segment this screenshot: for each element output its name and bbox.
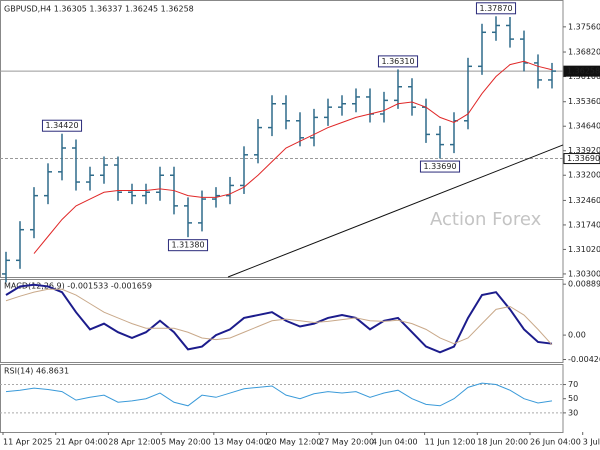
annotation-box <box>419 160 461 173</box>
y-tick-label: 1.31020 <box>568 245 600 254</box>
y-tick-label: 70 <box>568 380 578 389</box>
annotation-box <box>41 119 83 132</box>
annotation-box <box>377 55 419 68</box>
trendline <box>227 144 564 278</box>
price-tag-label: 1.36258 <box>567 67 600 76</box>
macd-panel <box>0 279 564 363</box>
x-tick-label: 18 Jun 20:00 <box>477 438 528 447</box>
y-tick-label: 1.36820 <box>568 48 600 57</box>
annotation-label: 1.34420 <box>45 121 78 130</box>
y-tick-label: 0.00 <box>568 331 586 340</box>
x-tick-label: 4 Jun 04:00 <box>372 438 418 447</box>
x-tick-label: 13 May 04:00 <box>214 438 269 447</box>
panel-title: RSI(14) 46.8631 <box>4 367 69 376</box>
x-tick-label: 21 Apr 04:00 <box>56 438 108 447</box>
y-tick-label: 1.35360 <box>568 97 600 106</box>
x-tick-label: 26 Jun 04:00 <box>530 438 581 447</box>
panel-title: GBPUSD,H4 1.36305 1.36337 1.36245 1.3625… <box>4 5 194 14</box>
moving-average <box>33 60 553 254</box>
panel-title: MACD(12,26,9) -0.001533 -0.001659 <box>4 282 152 291</box>
y-tick-label: 1.33920 <box>568 146 600 155</box>
x-tick-label: 27 May 20:00 <box>319 438 374 447</box>
price-panel <box>0 0 564 278</box>
x-tick-label: 5 May 20:00 <box>161 438 211 447</box>
y-tick-label: 1.37560 <box>568 22 600 31</box>
x-tick-label: 11 Apr 2025 <box>3 438 52 447</box>
annotation-label: 1.37870 <box>479 4 512 13</box>
annotation-box <box>475 2 517 15</box>
y-tick-label: 50 <box>568 394 578 403</box>
y-tick-label: 1.32460 <box>568 196 600 205</box>
y-tick-label: 0.008894 <box>568 280 600 289</box>
y-tick-label: 30 <box>568 408 578 417</box>
y-tick-label: 1.34640 <box>568 122 600 131</box>
indicator-line <box>5 288 553 346</box>
y-tick-label: 1.31740 <box>568 220 600 229</box>
annotation-box <box>167 239 209 252</box>
watermark: Action Forex <box>430 209 542 230</box>
indicator-line <box>5 382 553 407</box>
indicator-line <box>5 283 553 354</box>
annotation-label: 1.33690 <box>423 162 456 171</box>
price-tag-label: 1.33690 <box>567 154 600 163</box>
annotation-label: 1.31380 <box>171 241 204 250</box>
annotation-label: 1.36310 <box>381 57 414 66</box>
y-tick-label: 1.33200 <box>568 171 600 180</box>
x-tick-label: 20 May 12:00 <box>267 438 322 447</box>
price-tag <box>563 153 600 165</box>
x-tick-label: 28 Apr 12:00 <box>108 438 160 447</box>
x-tick-label: 11 Jun 12:00 <box>425 438 476 447</box>
price-tag <box>563 65 600 77</box>
x-tick-label: 3 Jul 12:00 <box>583 438 600 447</box>
y-tick-label: 1.30300 <box>568 269 600 278</box>
y-tick-label: -0.004264 <box>568 355 600 364</box>
